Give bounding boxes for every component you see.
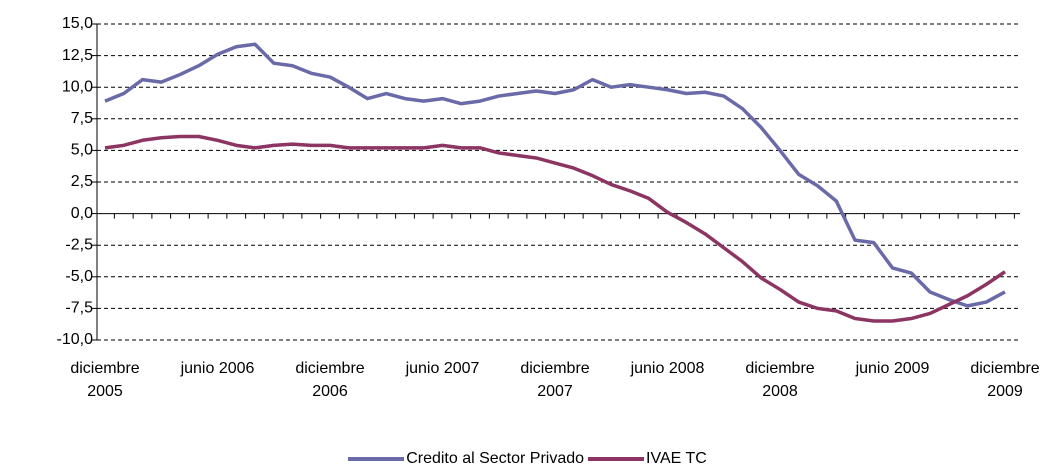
- y-tick-label: 10,0: [62, 78, 93, 95]
- y-tick-label: 7,5: [71, 110, 93, 127]
- x-tick-label: diciembre 2007: [520, 360, 590, 400]
- x-tick-label: diciembre 2009: [970, 360, 1040, 400]
- legend: Credito al Sector Privado IVAE TC: [0, 448, 1055, 468]
- legend-swatch: [588, 457, 645, 461]
- x-tick-label: junio 2008: [630, 360, 705, 377]
- x-tick-label: diciembre 2005: [70, 360, 140, 400]
- x-tick-label: junio 2006: [180, 360, 255, 377]
- legend-label: Credito al Sector Privado: [406, 450, 585, 467]
- legend-item: IVAE TC: [588, 450, 707, 468]
- y-tick-label: 12,5: [62, 47, 93, 64]
- y-tick-label: -5,0: [65, 268, 93, 285]
- x-tick-label: diciembre 2008: [745, 360, 815, 400]
- x-tick-label: junio 2007: [405, 360, 480, 377]
- x-tick-label: diciembre 2006: [295, 360, 365, 400]
- y-tick-label: -7,5: [65, 300, 93, 317]
- series-line: [104, 42, 1006, 308]
- y-tick-label: 2,5: [71, 173, 93, 190]
- series-line: [104, 134, 1006, 323]
- x-tick-label: junio 2009: [855, 360, 930, 377]
- y-tick-label: 15,0: [62, 15, 93, 32]
- y-tick-label: -2,5: [65, 236, 93, 253]
- legend-item: Credito al Sector Privado: [348, 450, 584, 468]
- y-tick-label: -10,0: [57, 331, 94, 348]
- y-tick-label: 0,0: [71, 205, 93, 222]
- legend-label: IVAE TC: [646, 450, 707, 467]
- y-tick-label: 5,0: [71, 142, 93, 159]
- legend-swatch: [348, 457, 405, 461]
